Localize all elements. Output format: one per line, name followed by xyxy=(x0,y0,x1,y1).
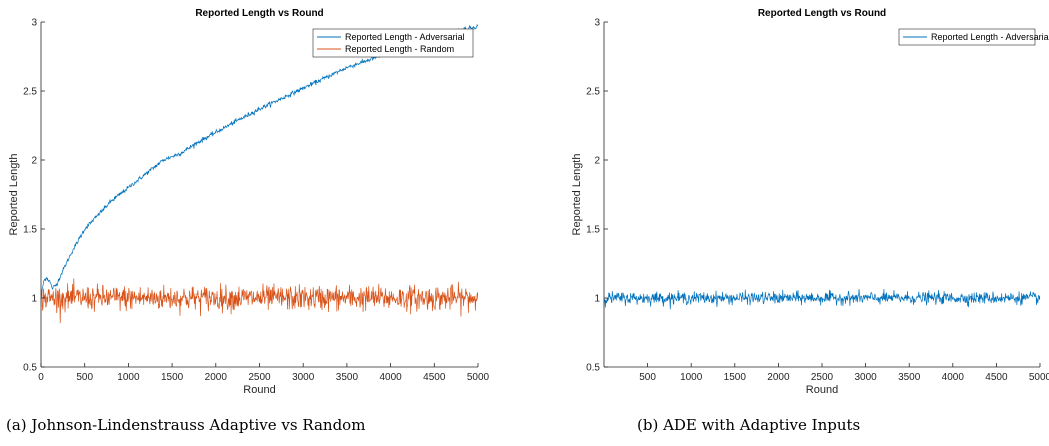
y-tick-label: 2 xyxy=(31,156,37,167)
x-tick-label: 4000 xyxy=(379,372,402,383)
y-tick-label: 1.5 xyxy=(23,225,37,236)
chart-panel-0: 0 500 1000 1500 2000 2500 3000 3500 4000 4500 5000… xyxy=(8,8,490,396)
y-tick-label: 2 xyxy=(594,156,600,167)
x-tick-label: 500 xyxy=(639,372,656,383)
series-line-0 xyxy=(41,23,478,299)
legend: Reported Length - Adversarial Reported Le… xyxy=(312,28,474,58)
x-tick-label: 2000 xyxy=(767,372,790,383)
x-tick-label: 5000 xyxy=(467,372,490,383)
x-tick-label: 0 xyxy=(38,372,44,383)
x-tick-label: 3500 xyxy=(336,372,359,383)
x-tick-label: 4000 xyxy=(942,372,965,383)
plot-area xyxy=(41,23,478,323)
y-tick-label: 0.5 xyxy=(23,363,37,374)
plot-area xyxy=(604,288,1040,310)
x-tick-label: 1500 xyxy=(724,372,747,383)
x-tick-label: 4500 xyxy=(985,372,1008,383)
legend-box xyxy=(312,28,474,58)
legend-box xyxy=(898,28,1036,46)
y-tick-label: 2.5 xyxy=(586,87,600,98)
x-tick-label: 3000 xyxy=(854,372,877,383)
y-tick-label: 1 xyxy=(31,294,37,305)
legend-label-0: Reported Length - Adversarial xyxy=(345,32,465,42)
x-tick-label: 3500 xyxy=(898,372,921,383)
y-tick-label: 0.5 xyxy=(586,363,600,374)
x-tick-label: 3000 xyxy=(292,372,315,383)
y-axis-label: Reported Length xyxy=(571,154,583,236)
x-tick-label: 2500 xyxy=(248,372,271,383)
y-tick-label: 1 xyxy=(594,294,600,305)
caption-b: (b) ADE with Adaptive Inputs xyxy=(637,416,861,434)
x-tick-label: 4500 xyxy=(423,372,446,383)
y-tick-label: 2.5 xyxy=(23,87,37,98)
series-line-1 xyxy=(41,278,478,323)
x-tick-label: 1500 xyxy=(161,372,184,383)
y-tick-label: 1.5 xyxy=(586,225,600,236)
x-tick-label: 2000 xyxy=(205,372,228,383)
chart-title: Reported Length vs Round xyxy=(195,8,323,19)
chart-title: Reported Length vs Round xyxy=(758,8,886,19)
legend-label-1: Reported Length - Random xyxy=(345,44,454,54)
legend-label-0: Reported Length - Adversarial xyxy=(931,32,1049,42)
x-axis-label: Round xyxy=(806,384,838,396)
chart-panel-1: 500 1000 1500 2000 2500 3000 3500 4000 4500 5000 0… xyxy=(571,8,1049,396)
x-tick-label: 500 xyxy=(76,372,93,383)
y-axis-label: Reported Length xyxy=(8,154,20,236)
x-axis-label: Round xyxy=(243,384,275,396)
x-tick-label: 1000 xyxy=(680,372,703,383)
x-tick-label: 2500 xyxy=(811,372,834,383)
x-tick-label: 1000 xyxy=(117,372,140,383)
caption-a: (a) Johnson-Lindenstrauss Adaptive vs Ra… xyxy=(6,416,366,434)
x-tick-label: 5000 xyxy=(1029,372,1049,383)
legend: Reported Length - Adversarial xyxy=(898,28,1049,46)
y-tick-label: 3 xyxy=(31,18,37,29)
series-line-0 xyxy=(604,288,1040,310)
y-tick-label: 3 xyxy=(594,18,600,29)
